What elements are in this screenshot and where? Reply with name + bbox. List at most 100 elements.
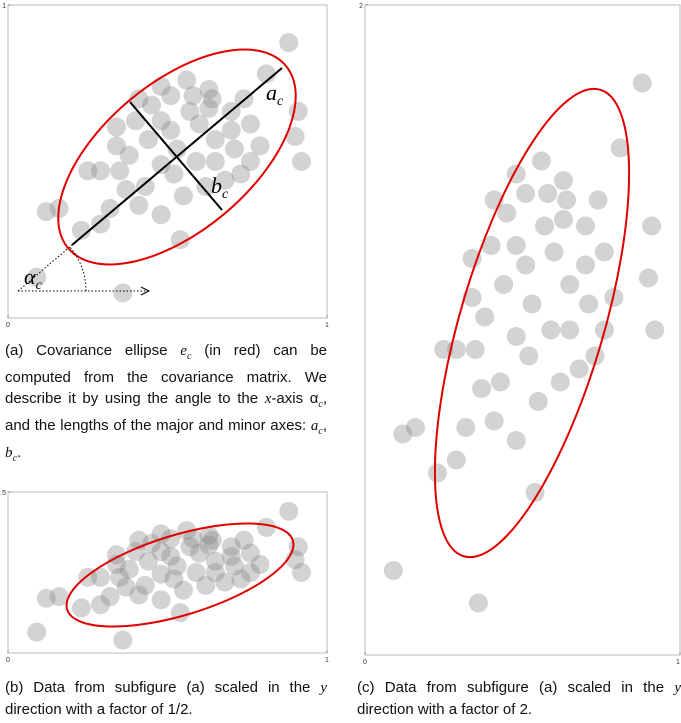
data-point xyxy=(91,214,111,234)
data-point xyxy=(151,155,171,175)
data-point xyxy=(594,242,614,262)
data-point xyxy=(588,190,608,210)
caption-text: (b) Data from subfigure (a) scaled in th… xyxy=(5,679,321,696)
data-point xyxy=(240,543,260,563)
x-tick-label: 0 xyxy=(6,322,10,329)
data-point xyxy=(427,463,447,483)
caption-text: , xyxy=(322,417,327,434)
data-point xyxy=(173,186,193,206)
caption-text: , and the lengths of the major and minor… xyxy=(5,390,328,434)
data-point xyxy=(544,242,564,262)
data-point xyxy=(234,530,254,550)
data-point xyxy=(189,543,209,563)
data-point xyxy=(240,152,260,171)
data-point xyxy=(116,180,136,200)
caption-text: (c) Data from subfigure (a) scaled in th… xyxy=(357,679,675,696)
data-point xyxy=(569,359,589,379)
angle-line xyxy=(17,244,73,292)
data-point xyxy=(27,622,47,642)
annotation-symbol: a xyxy=(266,80,277,105)
data-point xyxy=(161,86,181,106)
data-point xyxy=(256,517,276,537)
data-point xyxy=(240,114,260,134)
data-point xyxy=(215,170,235,190)
data-point xyxy=(393,424,413,444)
caption-text: c xyxy=(318,399,323,410)
data-point xyxy=(129,585,149,605)
data-point xyxy=(151,564,171,584)
data-point xyxy=(36,588,56,608)
data-point xyxy=(110,567,130,587)
x-tick-label: 0 xyxy=(363,659,367,666)
caption-text: y xyxy=(674,680,681,696)
data-point xyxy=(151,524,171,544)
data-point xyxy=(538,184,558,203)
data-point xyxy=(205,563,225,582)
data-point xyxy=(116,577,136,597)
data-point xyxy=(151,76,171,96)
data-point xyxy=(71,220,91,240)
data-point xyxy=(164,569,184,589)
data-point xyxy=(490,372,510,392)
data-point xyxy=(129,195,149,215)
data-point xyxy=(481,236,501,255)
caption: (b) Data from subfigure (a) scaled in th… xyxy=(5,677,327,720)
data-point xyxy=(279,33,299,53)
data-point xyxy=(91,567,111,587)
covariance-ellipse xyxy=(433,87,631,559)
data-point xyxy=(106,136,126,156)
data-point xyxy=(472,379,492,398)
data-point xyxy=(71,598,91,618)
data-point xyxy=(639,268,658,288)
caption: (a) Covariance ellipse ec (in red) can b… xyxy=(5,340,327,469)
data-point xyxy=(119,145,139,165)
annotation-subscript: c xyxy=(277,94,284,109)
data-point xyxy=(221,537,241,557)
data-point xyxy=(113,630,133,650)
data-point xyxy=(550,372,570,392)
data-point xyxy=(557,190,577,210)
data-point xyxy=(167,556,187,576)
data-point xyxy=(484,411,504,431)
caption-text: -axis α xyxy=(271,390,319,407)
data-point xyxy=(610,138,630,158)
data-point xyxy=(250,554,270,574)
data-point xyxy=(135,575,155,595)
data-point xyxy=(170,230,190,250)
data-point xyxy=(642,216,662,236)
data-point xyxy=(177,70,197,90)
data-point xyxy=(129,89,149,109)
data-point xyxy=(183,86,203,106)
data-point xyxy=(205,152,225,171)
data-point xyxy=(535,216,555,236)
data-point xyxy=(142,95,162,115)
data-point xyxy=(49,587,69,607)
data-point xyxy=(224,139,244,159)
data-point xyxy=(27,267,47,287)
annotation: ac xyxy=(266,80,284,109)
data-point xyxy=(196,177,216,197)
data-point xyxy=(164,164,184,184)
data-point xyxy=(183,529,203,549)
data-point xyxy=(531,151,551,171)
data-point xyxy=(528,392,548,411)
data-point xyxy=(202,530,222,550)
data-point xyxy=(199,80,219,100)
data-point xyxy=(119,559,139,579)
data-point xyxy=(579,294,599,314)
data-point xyxy=(465,340,485,359)
data-point xyxy=(180,537,200,557)
x-tick-label: 1 xyxy=(676,659,680,666)
x-tick-label: 1 xyxy=(325,322,329,329)
data-point xyxy=(468,593,488,613)
data-point xyxy=(240,563,260,582)
data-point xyxy=(285,126,305,146)
caption-text: x xyxy=(264,391,272,407)
arrow-head xyxy=(140,286,151,296)
y-tick-label: 1 xyxy=(2,3,6,10)
covariance-ellipse xyxy=(57,48,297,266)
data-point xyxy=(205,130,225,150)
data-point xyxy=(138,130,158,150)
